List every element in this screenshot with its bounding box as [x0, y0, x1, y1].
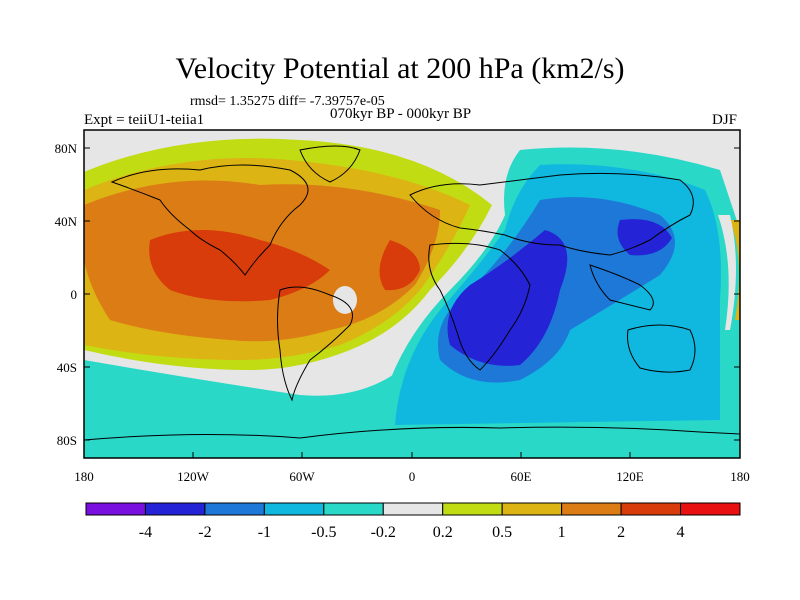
colorbar-swatch: [620, 502, 682, 516]
colorbar-swatch: [442, 502, 503, 516]
lat-axis: [84, 147, 740, 441]
colorbar-swatch: [501, 502, 563, 516]
colorbar-swatch: [382, 502, 444, 516]
lon-tick-label: 120E: [616, 469, 644, 484]
coast-africa: [428, 242, 531, 371]
colorbar-swatch: [323, 502, 384, 516]
colorbar-label: -4: [139, 524, 152, 541]
stats-text: rmsd= 1.35275 diff= -7.39757e-05: [190, 94, 385, 109]
colorbar-label: 0.5: [492, 524, 512, 541]
lon-tick-label: 180: [730, 469, 750, 484]
colorbar-label: -0.2: [371, 524, 396, 541]
colorbar-label: 4: [677, 524, 685, 541]
contour-negative-2b: [617, 219, 672, 256]
coast-australia: [627, 324, 696, 373]
colorbar-swatch: [85, 502, 146, 516]
contour-positive-2: [149, 230, 330, 302]
colorbar-label: 2: [617, 524, 625, 541]
lon-labels: 180 120W 60W 0 60E 120E 180: [74, 469, 750, 484]
contour-field: [84, 130, 740, 458]
colorbar-swatch: [680, 502, 741, 516]
lon-tick-label: 60W: [289, 469, 315, 484]
colorbar-swatch: [144, 502, 206, 516]
colorbar: -4 -2 -1 -0.5 -0.2 0.2 0.5 1 2 4: [85, 502, 741, 541]
contour-negative-southwest: [84, 360, 400, 458]
coast-north-america: [110, 164, 309, 276]
season-label: DJF: [712, 112, 738, 128]
lat-tick-label: 40N: [55, 214, 78, 229]
lon-tick-label: 180: [74, 469, 94, 484]
period-label: 070kyr BP - 000kyr BP: [330, 106, 472, 122]
colorbar-swatch: [204, 502, 265, 516]
colorbar-label: -1: [258, 524, 271, 541]
colorbar-swatch: [263, 502, 325, 516]
colorbar-label: 0.2: [433, 524, 453, 541]
coast-greenland: [299, 145, 361, 183]
experiment-label: Expt = teiiU1-teiia1: [84, 112, 205, 128]
colorbar-label: 1: [558, 524, 566, 541]
coast-southeast-asia: [589, 264, 654, 311]
coast-antarctica: [84, 426, 740, 441]
colorbar-swatch: [561, 502, 622, 516]
colorbar-label: -0.5: [311, 524, 336, 541]
coast-south-america: [277, 286, 353, 402]
lon-tick-label: 0: [409, 469, 416, 484]
lat-tick-label: 0: [71, 287, 78, 302]
colorbar-label: -2: [198, 524, 211, 541]
contour-positive-east-edge: [730, 220, 740, 320]
lon-tick-label: 120W: [177, 469, 210, 484]
map-title: Velocity Potential at 200 hPa (km2/s): [175, 52, 625, 85]
lat-tick-label: 80S: [57, 433, 77, 448]
lat-tick-label: 80N: [55, 141, 78, 156]
lat-tick-label: 40S: [57, 360, 77, 375]
contour-positive-2b: [379, 240, 420, 291]
coast-europe: [409, 172, 694, 256]
contour-negative-2: [447, 230, 568, 366]
coastlines: [84, 145, 740, 441]
lat-labels: 80N 40N 0 40S 80S: [55, 141, 78, 448]
lon-tick-label: 60E: [511, 469, 532, 484]
contour-neutral-hole: [333, 286, 357, 314]
contour-neutral-east-edge: [718, 215, 736, 330]
lon-axis: [83, 452, 741, 458]
